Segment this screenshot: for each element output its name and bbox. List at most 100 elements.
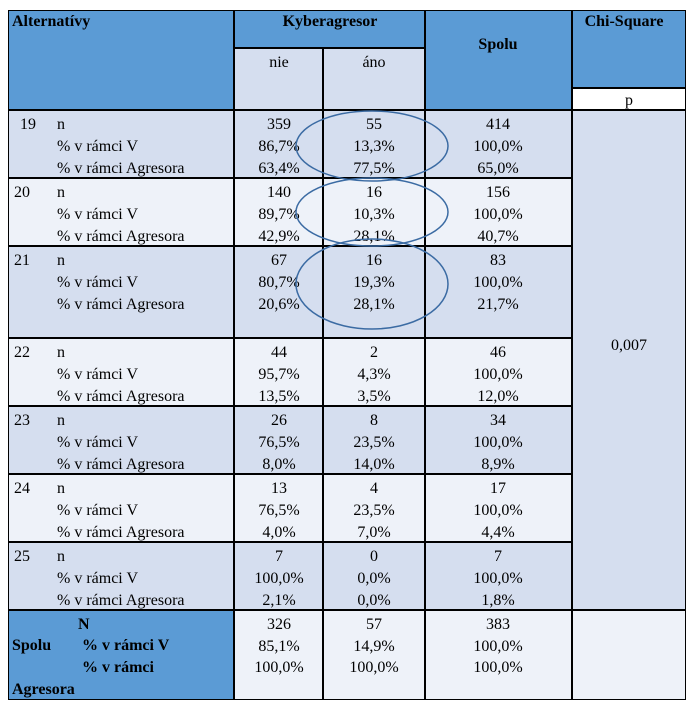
value: 26 — [271, 412, 287, 429]
alt-label: 19 — [20, 116, 36, 133]
row-label: n — [57, 252, 65, 269]
cell — [234, 10, 425, 48]
cell — [572, 110, 686, 610]
total-label: Spolu — [12, 637, 52, 654]
value: 8 — [370, 412, 378, 429]
value: 156 — [486, 184, 510, 201]
value: 89,7% — [258, 206, 300, 223]
value: 34 — [490, 412, 506, 429]
alt-label: 22 — [14, 344, 30, 361]
value: 100,0% — [473, 434, 523, 451]
value: 23,5% — [353, 502, 395, 519]
value: 4 — [370, 480, 378, 497]
header: p — [625, 92, 633, 109]
value: 3,5% — [357, 388, 391, 405]
value: 16 — [366, 252, 382, 269]
total-label: N — [78, 616, 90, 633]
header: Spolu — [478, 36, 518, 53]
value: 100,0% — [473, 502, 523, 519]
row-label: n — [57, 116, 65, 133]
value: 1,8% — [481, 592, 515, 609]
row-label: % v rámci Agresora — [57, 388, 185, 405]
header: nie — [269, 54, 289, 71]
cell — [323, 406, 425, 474]
value: 100,0% — [254, 570, 304, 587]
value: 17 — [490, 480, 506, 497]
value: 57 — [366, 616, 382, 633]
value: 19,3% — [353, 274, 395, 291]
value: 8,0% — [262, 456, 296, 473]
alt-label: 20 — [14, 184, 30, 201]
cell — [8, 474, 234, 542]
header: áno — [362, 54, 386, 71]
row-label: % v rámci Agresora — [57, 296, 185, 313]
value: 80,7% — [258, 274, 300, 291]
row-label: % v rámci V — [57, 138, 139, 155]
cell — [425, 246, 572, 338]
cell — [572, 88, 686, 110]
value: 13,3% — [353, 138, 395, 155]
value: 383 — [486, 616, 510, 633]
value: 326 — [267, 616, 291, 633]
value: 4,4% — [481, 524, 515, 541]
cell — [8, 178, 234, 246]
value: 95,7% — [258, 366, 300, 383]
value: 12,0% — [477, 388, 519, 405]
value: 86,7% — [258, 138, 300, 155]
cell — [8, 338, 234, 406]
value: 4,3% — [357, 366, 391, 383]
value: 7 — [494, 548, 502, 565]
value: 100,0% — [349, 659, 399, 676]
value: 65,0% — [477, 160, 519, 177]
row-label: % v rámci V — [57, 502, 139, 519]
row-label: n — [57, 548, 65, 565]
value: 100,0% — [473, 138, 523, 155]
row-label: % v rámci V — [57, 434, 139, 451]
value: 2,1% — [262, 592, 296, 609]
value: 67 — [271, 252, 287, 269]
value: 76,5% — [258, 434, 300, 451]
value: 77,5% — [353, 160, 395, 177]
row-label: % v rámci Agresora — [57, 524, 185, 541]
cell — [8, 406, 234, 474]
cell — [425, 406, 572, 474]
cell — [234, 542, 323, 610]
value: 28,1% — [353, 296, 395, 313]
value: 13,5% — [258, 388, 300, 405]
value: 20,6% — [258, 296, 300, 313]
value: 21,7% — [477, 296, 519, 313]
cell — [234, 474, 323, 542]
cell — [425, 542, 572, 610]
value: 2 — [370, 344, 378, 361]
value: 13 — [271, 480, 287, 497]
header: Chi-Square — [584, 13, 664, 30]
row-label: % v rámci V — [57, 570, 139, 587]
value: 100,0% — [473, 366, 523, 383]
cell — [234, 406, 323, 474]
row-label: n — [57, 184, 65, 201]
cell — [425, 110, 572, 178]
row-label: % v rámci Agresora — [57, 456, 185, 473]
value: 23,5% — [353, 434, 395, 451]
row-label: n — [57, 412, 65, 429]
cell — [572, 610, 686, 700]
value: 28,1% — [353, 228, 395, 245]
row-label: % v rámci V — [57, 274, 139, 291]
value: 40,7% — [477, 228, 519, 245]
alt-label: 23 — [14, 412, 30, 429]
value: 14,0% — [353, 456, 395, 473]
cell — [234, 610, 323, 700]
alt-label: 25 — [14, 548, 30, 565]
value: 359 — [267, 116, 291, 133]
value: 16 — [366, 184, 382, 201]
value: 10,3% — [353, 206, 395, 223]
value: 7,0% — [357, 524, 391, 541]
cell — [234, 338, 323, 406]
total-label: % v rámci — [82, 659, 154, 676]
row-label: n — [57, 344, 65, 361]
cell — [8, 246, 234, 338]
p-value: 0,007 — [611, 337, 647, 354]
value: 44 — [271, 344, 287, 361]
cell — [8, 10, 234, 110]
value: 46 — [490, 344, 506, 361]
